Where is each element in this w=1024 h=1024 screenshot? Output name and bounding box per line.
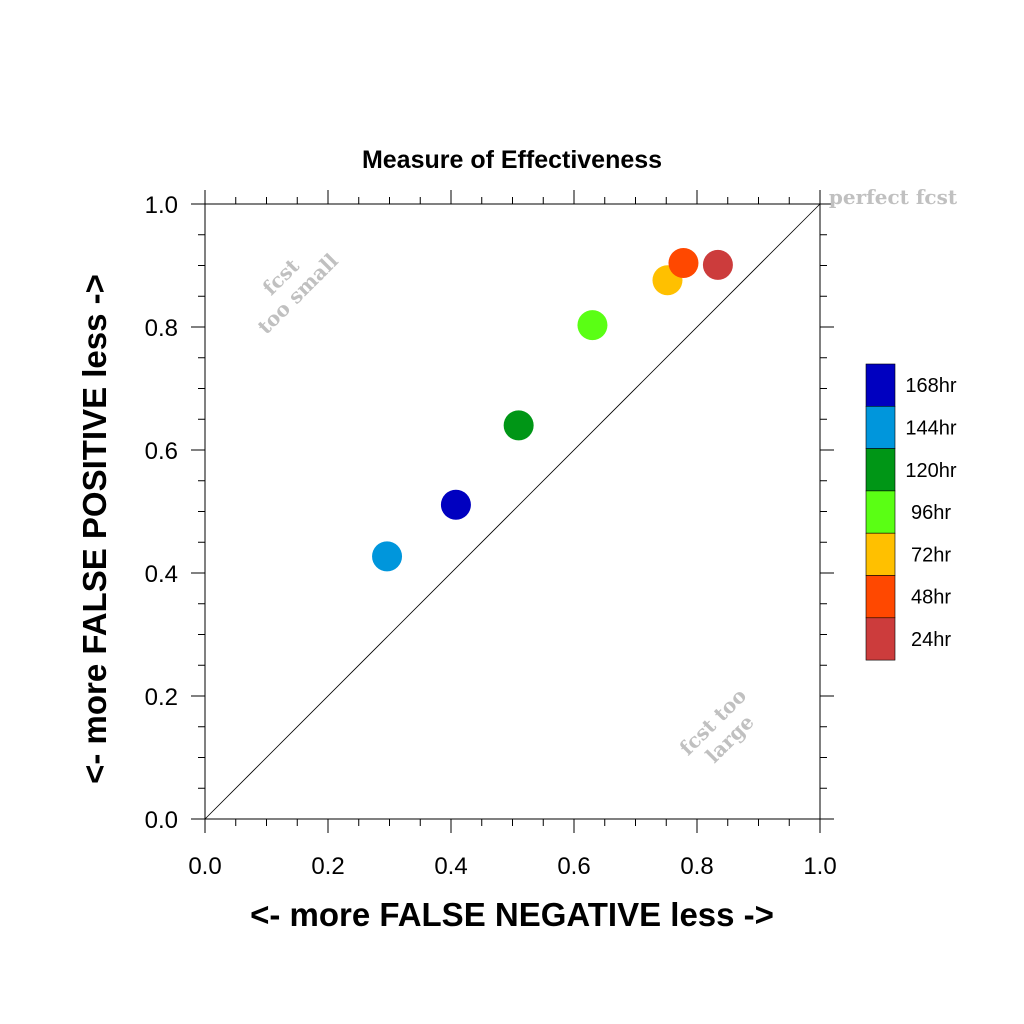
y-axis-label: <- more FALSE POSITIVE less ->: [76, 274, 113, 784]
perfect-forecast-line: [204, 203, 821, 820]
data-points: [372, 248, 733, 572]
legend-label-72hr: 72hr: [911, 544, 951, 566]
y-tick-label: 1.0: [145, 192, 178, 219]
legend-swatch-120hr: [865, 448, 896, 492]
legend-label-48hr: 48hr: [911, 587, 951, 609]
legend-swatch-24hr: [865, 617, 896, 661]
x-tick-label: 0.2: [311, 853, 344, 880]
legend: 168hr 144hr 120hr 96hr 72hr 48hr 24hr: [865, 363, 957, 661]
y-tick-label: 0.0: [145, 807, 178, 834]
perfect-forecast-note: perfect fcst: [829, 185, 958, 209]
point-24hr: [702, 249, 733, 280]
legend-swatch-96hr: [865, 490, 896, 534]
legend-swatch-72hr: [865, 532, 896, 576]
too-large-note: fcst too large: [675, 684, 759, 768]
y-tick-labels: 0.0 0.2 0.4 0.6 0.8 1.0: [145, 192, 178, 834]
legend-swatch-168hr: [865, 363, 896, 407]
point-168hr: [440, 489, 471, 520]
point-144hr: [372, 541, 403, 572]
legend-label-120hr: 120hr: [905, 460, 956, 482]
point-96hr: [577, 310, 608, 341]
legend-label-96hr: 96hr: [911, 502, 951, 524]
chart-title: Measure of Effectiveness: [362, 146, 662, 174]
x-tick-label: 0.4: [434, 853, 467, 880]
y-tick-label: 0.2: [145, 684, 178, 711]
legend-label-144hr: 144hr: [905, 417, 956, 439]
x-tick-label: 0.0: [188, 853, 221, 880]
legend-swatch-144hr: [865, 405, 896, 449]
axis-ticks: [191, 190, 834, 833]
y-tick-label: 0.8: [145, 315, 178, 342]
y-tick-label: 0.6: [145, 438, 178, 465]
x-tick-label: 0.8: [680, 853, 713, 880]
x-axis-label: <- more FALSE NEGATIVE less ->: [250, 896, 774, 933]
x-tick-label: 0.6: [557, 853, 590, 880]
point-48hr: [668, 248, 699, 279]
legend-label-24hr: 24hr: [911, 629, 951, 651]
legend-label-168hr: 168hr: [905, 375, 956, 397]
point-120hr: [503, 410, 534, 441]
too-small-line-2: too small: [253, 248, 343, 338]
legend-swatch-48hr: [865, 575, 896, 619]
y-tick-label: 0.4: [145, 561, 178, 588]
x-tick-labels: 0.0 0.2 0.4 0.6 0.8 1.0: [188, 853, 836, 880]
too-small-note: fcst too small: [253, 248, 343, 338]
x-tick-label: 1.0: [803, 853, 836, 880]
